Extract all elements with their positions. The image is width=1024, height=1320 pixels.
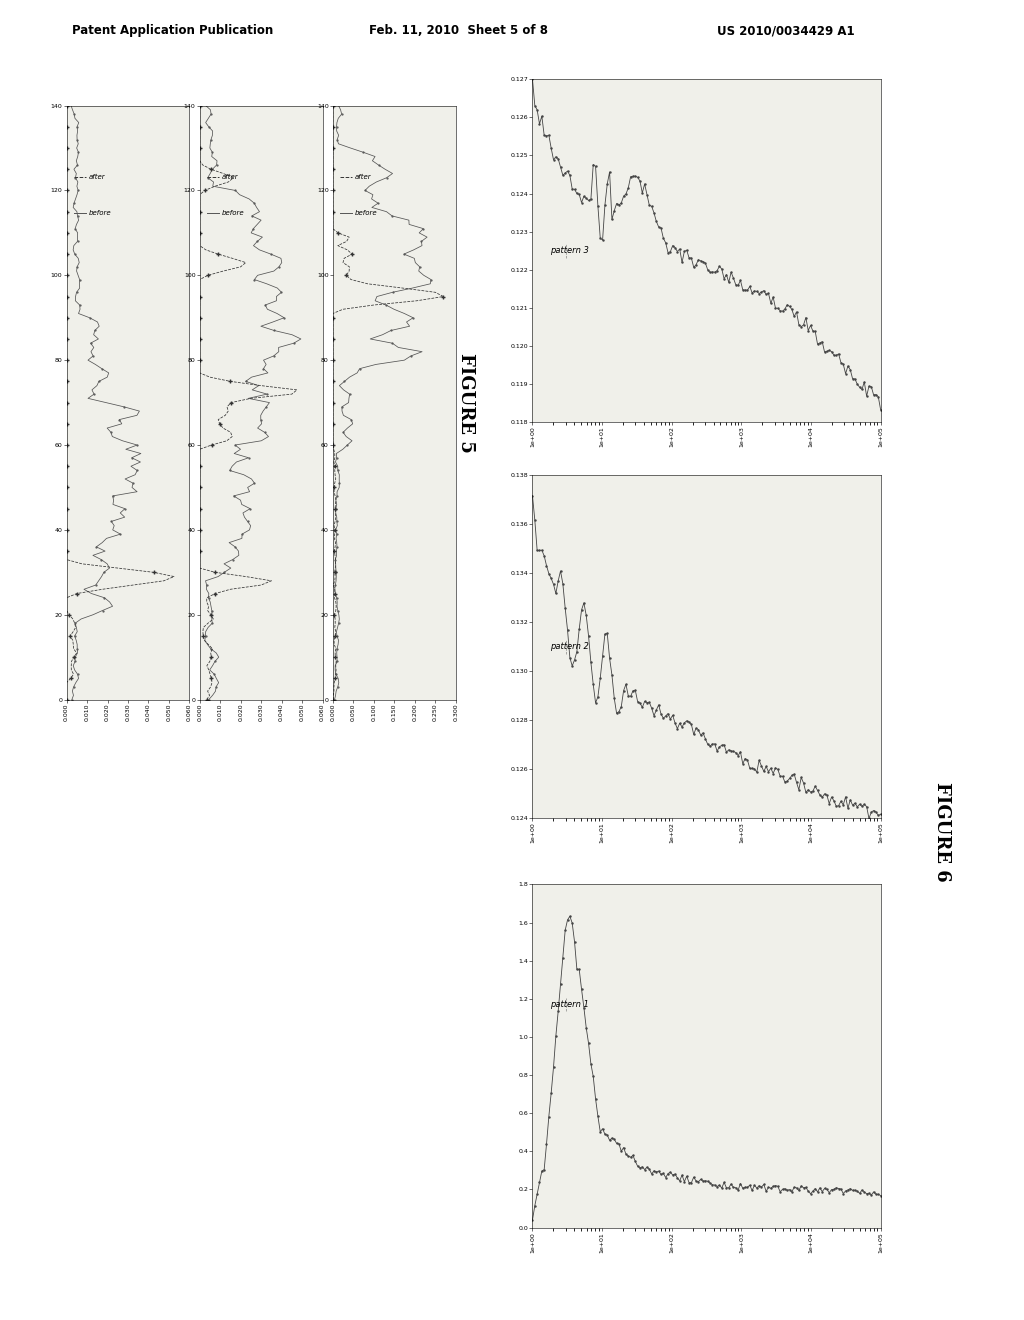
- Text: before: before: [222, 210, 245, 215]
- Text: FIGURE 5: FIGURE 5: [457, 352, 475, 453]
- Text: pattern 2: pattern 2: [550, 643, 589, 651]
- Text: Feb. 11, 2010  Sheet 5 of 8: Feb. 11, 2010 Sheet 5 of 8: [369, 24, 548, 37]
- Text: before: before: [355, 210, 378, 215]
- Text: Patent Application Publication: Patent Application Publication: [72, 24, 273, 37]
- Text: after: after: [89, 174, 105, 180]
- Text: after: after: [222, 174, 239, 180]
- Text: FIGURE 6: FIGURE 6: [933, 781, 951, 882]
- Text: before: before: [89, 210, 112, 215]
- Text: after: after: [355, 174, 372, 180]
- Text: US 2010/0034429 A1: US 2010/0034429 A1: [717, 24, 854, 37]
- Text: pattern 1: pattern 1: [550, 1001, 589, 1008]
- Text: pattern 3: pattern 3: [550, 247, 589, 255]
